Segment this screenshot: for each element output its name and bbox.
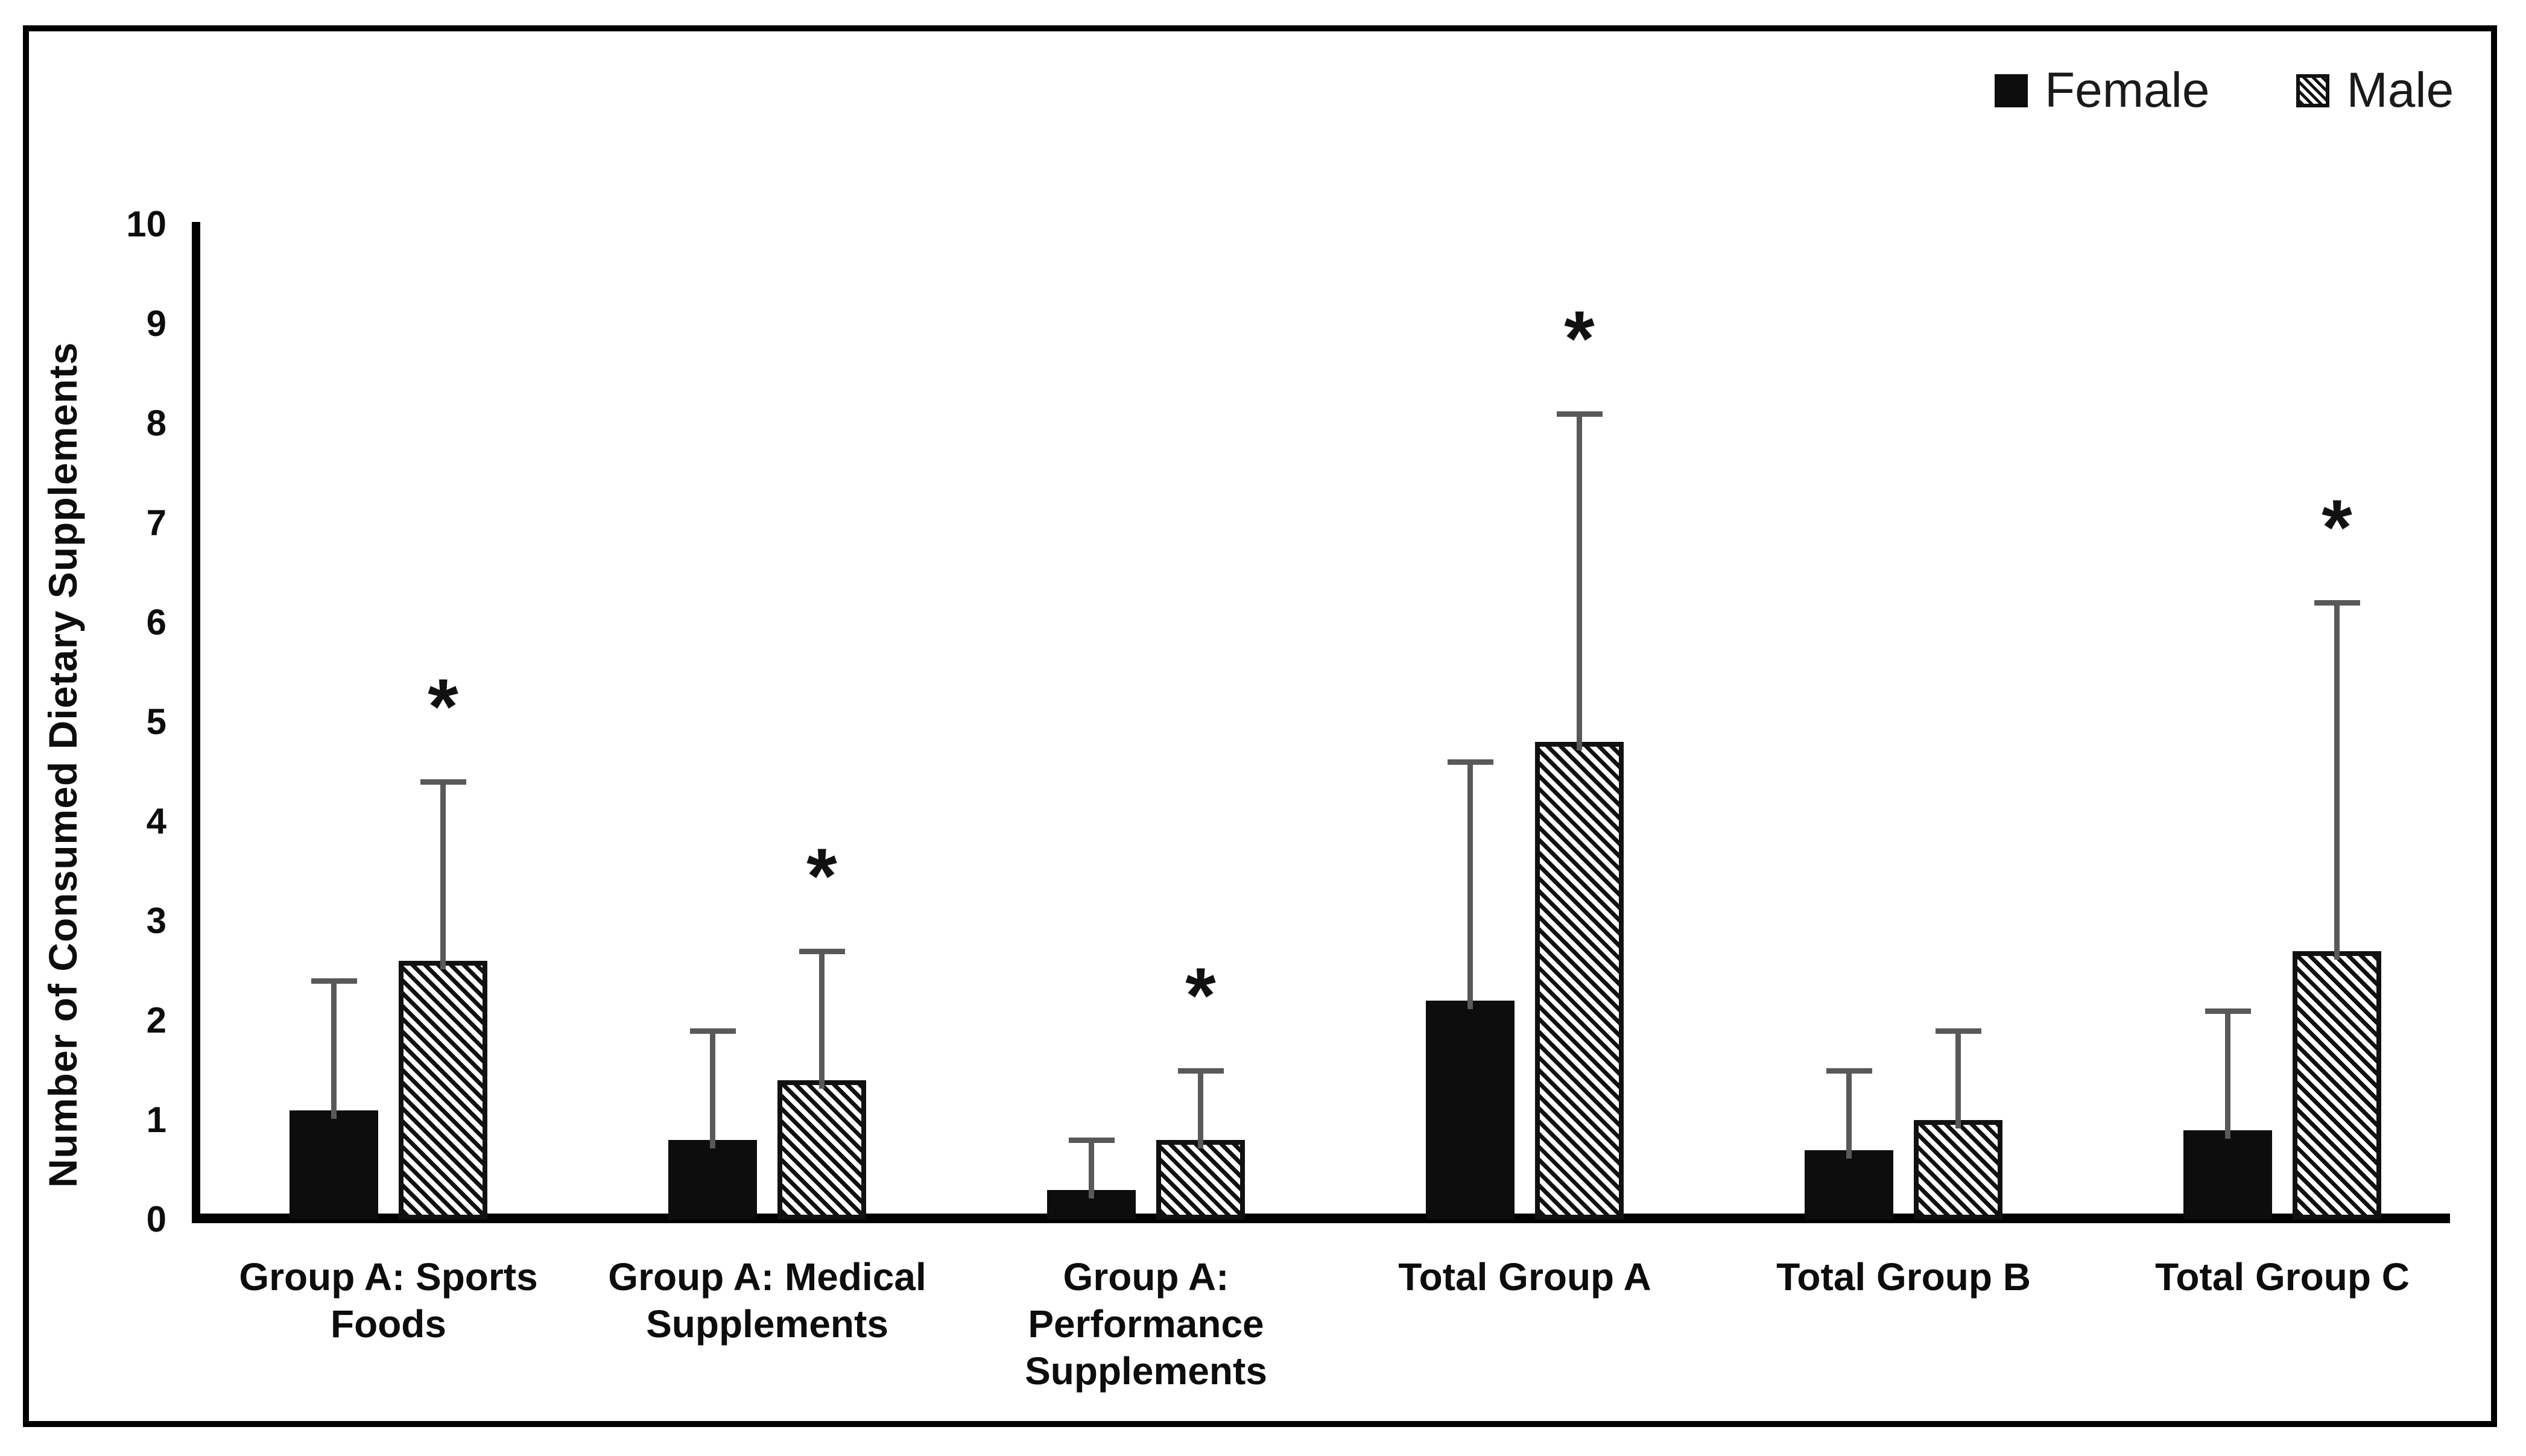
y-axis-title: Number of Consumed Dietary Supplements (40, 341, 85, 1188)
error-bar-cap (1177, 1068, 1224, 1074)
error-bar-cap (1935, 1028, 1981, 1034)
y-tick-label: 5 (146, 701, 166, 742)
y-tick-label: 7 (146, 502, 166, 543)
error-bar-cap (420, 779, 466, 785)
error-bar-line (1089, 1140, 1094, 1198)
legend-entry-female: Female (1995, 63, 2209, 118)
error-bar-line (1198, 1070, 1203, 1148)
error-bar-cap (1556, 411, 1603, 417)
female-swatch-icon (1995, 74, 2028, 107)
error-bar-line (440, 782, 446, 969)
y-tick-label: 3 (146, 901, 166, 941)
bar-female-4 (1805, 1150, 1893, 1220)
bar-male-3 (1535, 742, 1624, 1220)
error-bar-line (2225, 1010, 2230, 1139)
error-bar-cap (799, 948, 845, 954)
bar-male-4 (1914, 1120, 2002, 1220)
category-label-5: Total Group C (2155, 1255, 2410, 1299)
male-swatch-icon (2296, 74, 2330, 107)
significance-asterisk: * (428, 662, 458, 750)
category-label-1: Group A: Medical Supplements (608, 1255, 926, 1346)
error-bar-cap (1447, 759, 1493, 765)
error-bar-cap (311, 978, 357, 984)
bar-male-2 (1156, 1140, 1245, 1220)
legend-label-male: Male (2346, 63, 2454, 118)
error-bar-cap (689, 1028, 736, 1034)
bar-female-3 (1426, 1001, 1515, 1220)
significance-asterisk: * (1185, 951, 1216, 1039)
category-label-4: Total Group B (1776, 1255, 2031, 1299)
y-axis-line (192, 222, 200, 1223)
y-tick-label: 2 (146, 1000, 166, 1040)
bar-male-1 (777, 1080, 866, 1220)
error-bar-line (710, 1030, 715, 1148)
bar-female-5 (2183, 1130, 2272, 1220)
bar-male-0 (399, 961, 487, 1220)
legend: Female Male (1995, 63, 2454, 118)
legend-entry-male: Male (2296, 63, 2454, 118)
error-bar-line (1467, 762, 1473, 1009)
error-bar-line (1577, 413, 1582, 750)
significance-asterisk: * (1564, 294, 1595, 382)
x-axis-line (192, 1214, 2450, 1223)
y-tick-label: 6 (146, 602, 166, 642)
y-tick-label: 9 (146, 303, 166, 344)
error-bar-cap (2314, 600, 2360, 606)
error-bar-cap (1068, 1138, 1115, 1143)
error-bar-cap (2205, 1008, 2251, 1014)
bar-female-1 (668, 1140, 757, 1220)
significance-asterisk: * (2322, 483, 2352, 571)
bar-male-5 (2293, 951, 2381, 1220)
y-tick-label: 8 (146, 403, 166, 443)
category-label-0: Group A: Sports Foods (239, 1255, 538, 1346)
category-label-3: Total Group A (1398, 1255, 1651, 1299)
bar-female-0 (290, 1110, 378, 1220)
error-bar-line (1955, 1030, 1961, 1128)
significance-asterisk: * (806, 831, 837, 920)
error-bar-line (1846, 1070, 1852, 1159)
error-bar-line (819, 951, 825, 1089)
y-tick-label: 4 (146, 801, 166, 841)
y-tick-label: 1 (146, 1100, 166, 1140)
legend-label-female: Female (2045, 63, 2210, 118)
error-bar-line (331, 981, 337, 1119)
error-bar-cap (1826, 1068, 1872, 1074)
y-tick-label: 10 (126, 204, 166, 244)
y-tick-label: 0 (146, 1199, 166, 1239)
error-bar-line (2334, 603, 2340, 960)
category-label-2: Group A: Performance Supplements (1025, 1255, 1267, 1393)
